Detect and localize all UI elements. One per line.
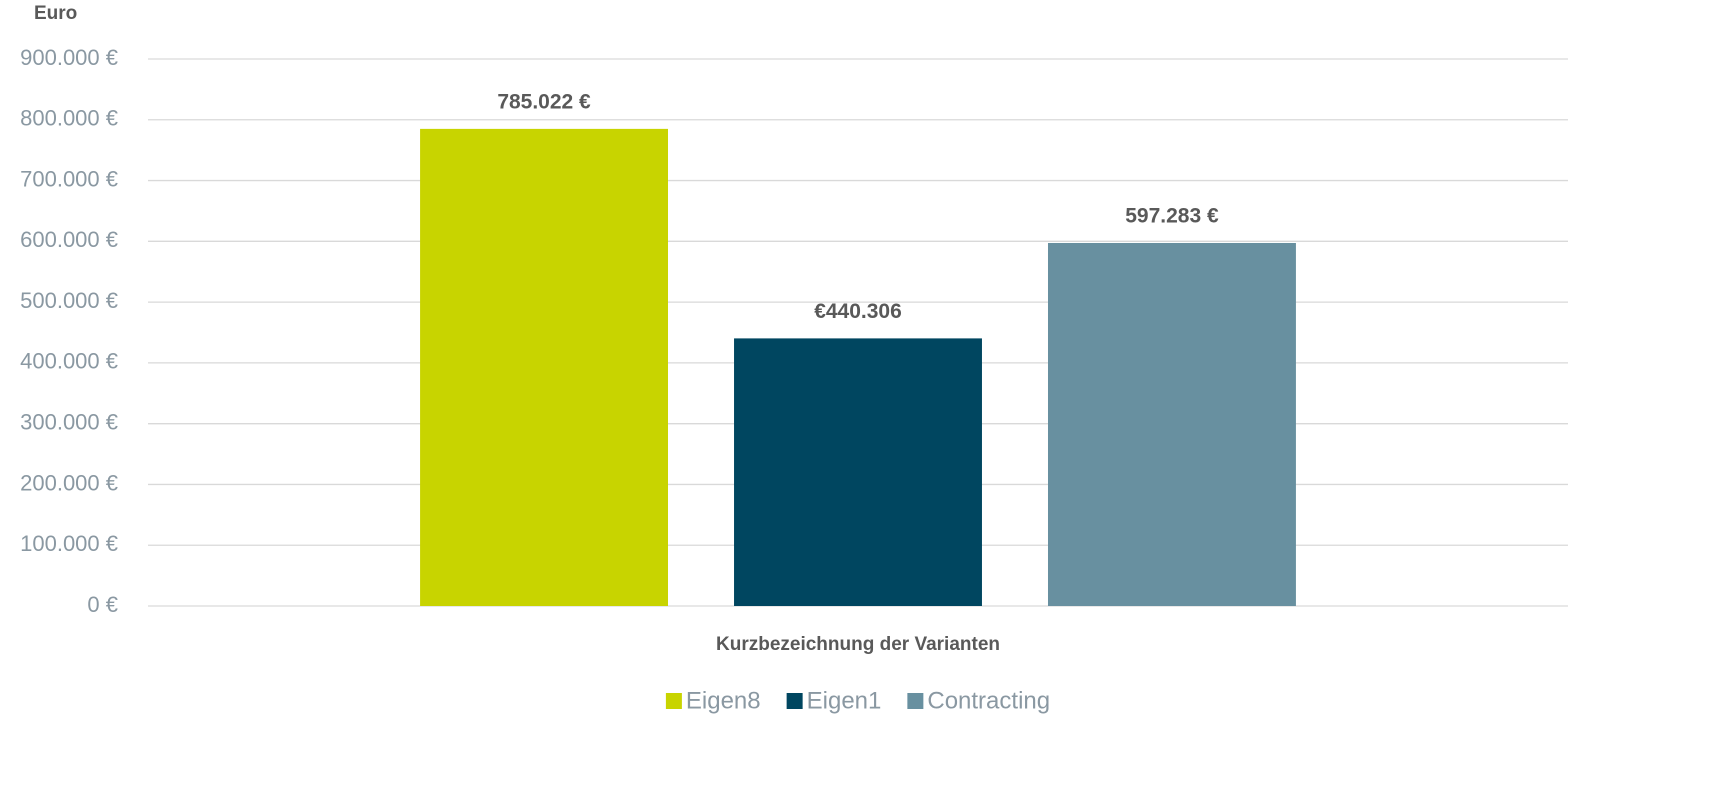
legend-swatch <box>907 693 924 709</box>
y-tick-label: 800.000 € <box>20 106 118 131</box>
legend-swatch <box>786 693 803 709</box>
y-tick-label: 300.000 € <box>20 409 118 434</box>
y-tick-label: 100.000 € <box>20 531 118 556</box>
x-axis-title: Kurzbezeichnung der Varianten <box>716 634 1000 655</box>
legend-label: Eigen8 <box>686 687 761 714</box>
y-tick-label: 200.000 € <box>20 470 118 495</box>
legend-label: Eigen1 <box>807 687 882 714</box>
y-tick-label: 600.000 € <box>20 227 118 252</box>
y-tick-label: 400.000 € <box>20 349 118 374</box>
y-tick-label: 900.000 € <box>20 45 118 70</box>
bar <box>420 128 669 606</box>
bar <box>734 338 982 606</box>
data-label: €440.306 <box>814 300 902 323</box>
y-tick-label: 0 € <box>87 592 118 617</box>
bar <box>1047 242 1296 606</box>
legend-swatch <box>665 693 682 709</box>
data-label: 785.022 € <box>497 90 591 113</box>
y-axis-title: Euro <box>34 3 77 24</box>
data-label: 597.283 € <box>1125 205 1219 228</box>
y-tick-label: 500.000 € <box>20 288 118 313</box>
legend-label: Contracting <box>927 687 1050 714</box>
y-tick-label: 700.000 € <box>20 166 118 191</box>
